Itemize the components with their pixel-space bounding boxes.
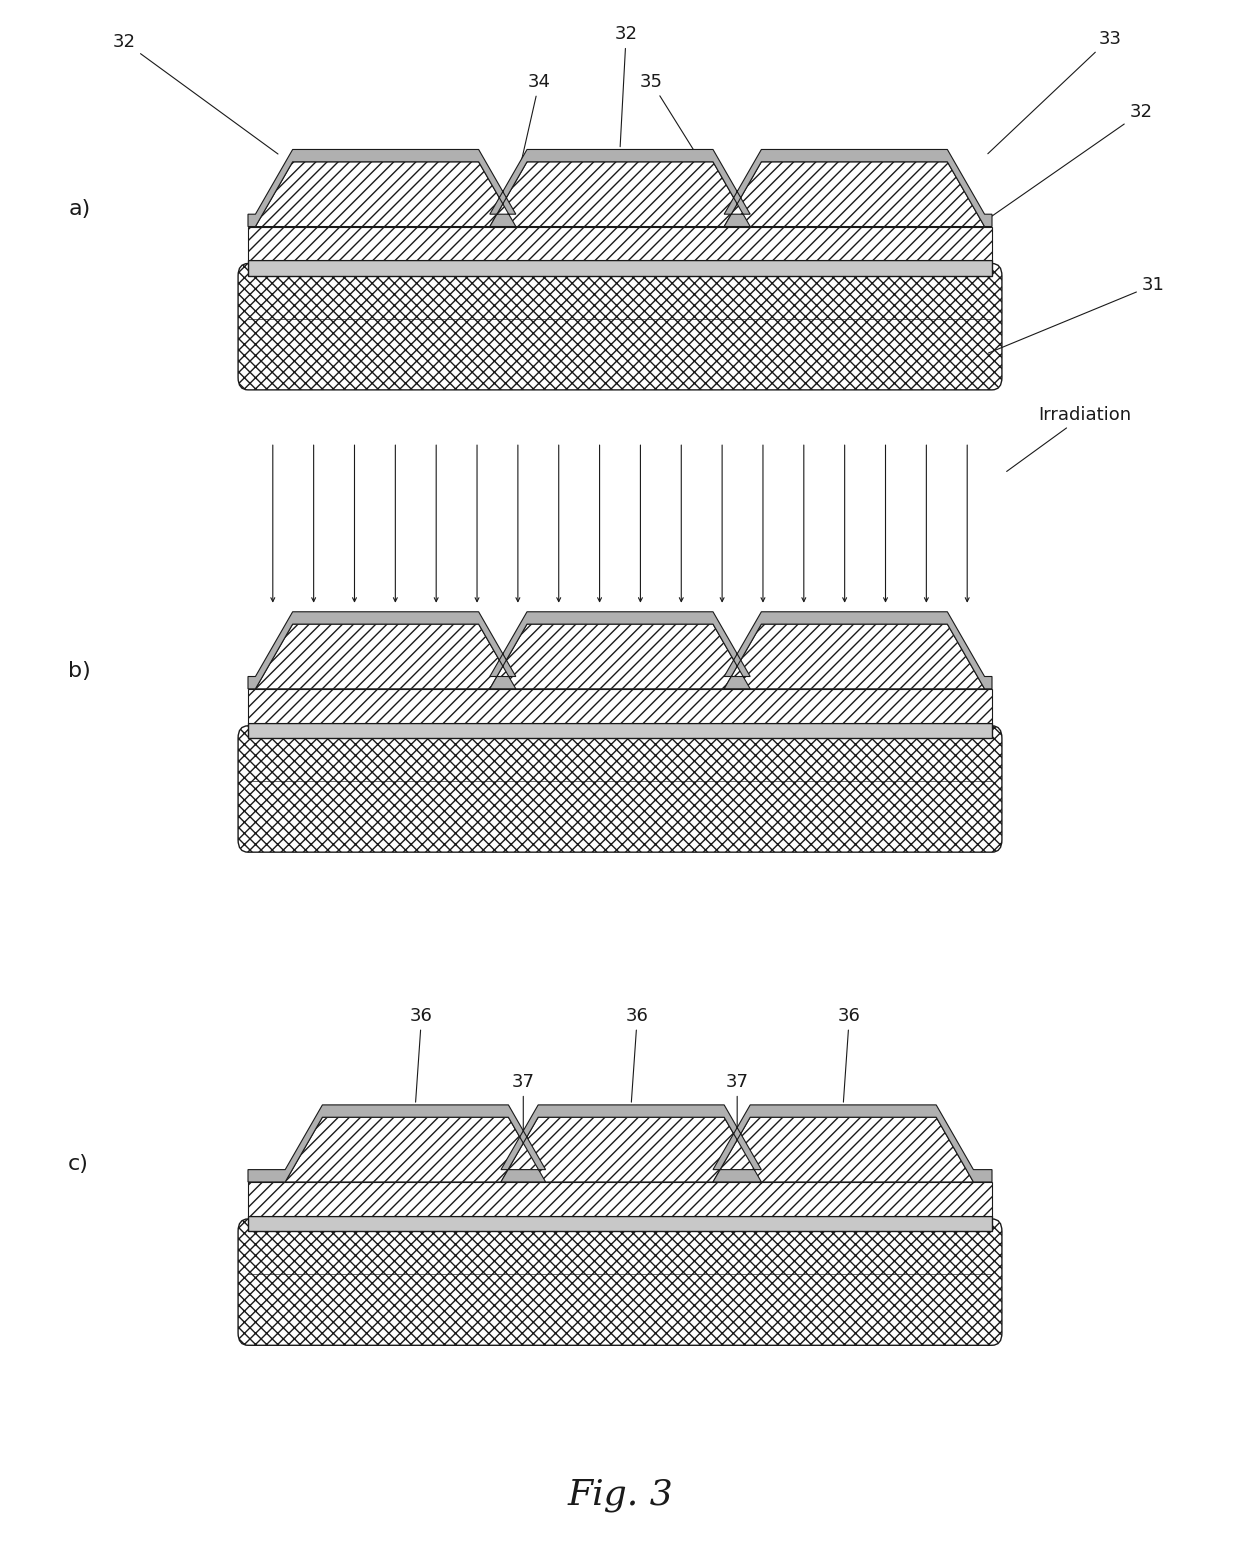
Polygon shape <box>285 1117 546 1182</box>
Bar <box>248 689 992 723</box>
Text: 32: 32 <box>988 103 1152 219</box>
Text: a): a) <box>68 199 91 219</box>
FancyBboxPatch shape <box>238 1219 1002 1345</box>
Bar <box>248 1216 992 1231</box>
Text: 31: 31 <box>988 276 1164 353</box>
Polygon shape <box>713 1117 973 1182</box>
Polygon shape <box>255 162 516 227</box>
FancyBboxPatch shape <box>238 264 1002 390</box>
Text: 32: 32 <box>113 32 278 154</box>
Text: 32: 32 <box>615 25 637 146</box>
Polygon shape <box>248 1105 992 1182</box>
Text: b): b) <box>68 661 91 681</box>
Polygon shape <box>248 149 992 227</box>
FancyBboxPatch shape <box>238 726 1002 852</box>
Text: c): c) <box>68 1154 89 1174</box>
Text: 34: 34 <box>515 72 551 188</box>
Bar <box>248 723 992 738</box>
Polygon shape <box>490 162 750 227</box>
Text: 33: 33 <box>988 29 1121 154</box>
Polygon shape <box>501 1117 761 1182</box>
Text: 36: 36 <box>626 1006 649 1102</box>
Bar <box>248 1182 992 1216</box>
Text: 36: 36 <box>838 1006 861 1102</box>
Bar <box>248 260 992 276</box>
Bar <box>248 227 992 260</box>
Polygon shape <box>248 612 992 689</box>
Polygon shape <box>724 624 985 689</box>
Text: 37: 37 <box>512 1073 534 1173</box>
Polygon shape <box>255 624 516 689</box>
Text: 35: 35 <box>640 72 718 188</box>
Text: 37: 37 <box>725 1073 749 1173</box>
Polygon shape <box>724 162 985 227</box>
Text: Irradiation: Irradiation <box>1007 405 1132 472</box>
Text: 36: 36 <box>410 1006 433 1102</box>
Polygon shape <box>490 624 750 689</box>
Text: Fig. 3: Fig. 3 <box>567 1478 673 1512</box>
